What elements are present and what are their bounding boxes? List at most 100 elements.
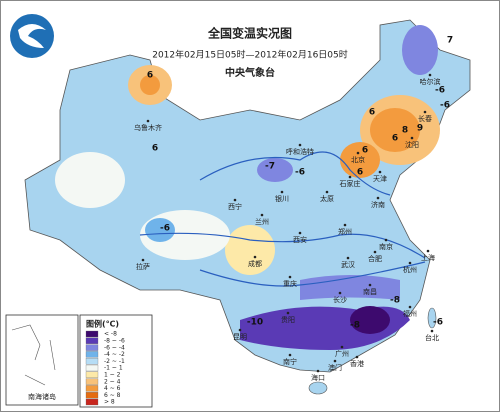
value-label: -7 (265, 162, 275, 172)
city-dot (376, 196, 380, 200)
city-label: 合肥 (368, 254, 382, 263)
city-dot (298, 143, 302, 147)
value-label: -6 (433, 318, 443, 328)
city-label: 贵阳 (281, 315, 295, 324)
city-label: 南宁 (283, 357, 297, 366)
inset (5, 314, 79, 406)
subtitle: 2012年02月15日05时—2012年02月16日05时 (152, 49, 348, 61)
value-label: 9 (417, 124, 423, 134)
value-label: -6 (440, 101, 450, 111)
city-label: 福州 (403, 309, 417, 318)
title: 全国变温实况图 (207, 26, 292, 41)
city-label: 台北 (425, 333, 439, 342)
city-label: 成都 (248, 259, 262, 268)
city-label: 上海 (421, 253, 435, 262)
city-label: 南京 (379, 242, 393, 251)
value-label: 8 (402, 126, 408, 136)
city-label: 北京 (351, 155, 365, 164)
legend-label: -1 ~ 1 (104, 365, 123, 372)
city-dot (141, 258, 145, 262)
city-label: 呼和浩特 (286, 147, 314, 156)
legend-label: -4 ~ -2 (104, 351, 125, 358)
city-dot (233, 198, 237, 202)
city-dot (333, 359, 337, 363)
legend-swatch (85, 337, 99, 344)
city-dot (238, 328, 242, 332)
logo (10, 14, 54, 58)
city-dot (378, 170, 382, 174)
city-label: 广州 (335, 349, 349, 358)
legend-swatch (85, 344, 99, 351)
value-label: 7 (447, 36, 453, 46)
agency: 中央气象台 (225, 66, 275, 79)
city-dot (286, 311, 290, 315)
city-dot (288, 353, 292, 357)
legend-swatch (85, 398, 99, 406)
value-label: 6 (369, 108, 375, 118)
city-dot (298, 231, 302, 235)
city-label: 重庆 (283, 279, 297, 288)
city-label: 昆明 (233, 333, 247, 341)
city-label: 石家庄 (340, 179, 361, 188)
city-dot (340, 345, 344, 349)
city-dot (348, 175, 352, 179)
legend-label: -6 ~ -4 (104, 344, 125, 351)
city-label: 南昌 (363, 287, 377, 296)
city-label: 海口 (311, 373, 325, 382)
city-dot (430, 329, 434, 333)
legend-label: < -8 (104, 331, 117, 338)
city-dot (368, 283, 372, 287)
value-label: -6 (435, 86, 445, 96)
city-dot (426, 249, 430, 253)
city-dot (146, 119, 150, 123)
city-label: 郑州 (338, 228, 352, 236)
city-dot (288, 275, 292, 279)
city-label: 西宁 (228, 202, 242, 211)
city-label: 杭州 (403, 265, 417, 274)
legend-title: 图例(℃) (86, 319, 119, 329)
city-label: 银川 (275, 194, 289, 203)
legend-label: -2 ~ -1 (104, 358, 125, 365)
city-dot (410, 136, 414, 140)
legend-label: 1 ~ 2 (104, 372, 121, 379)
city-dot (373, 250, 377, 254)
city-label: 长春 (418, 114, 432, 123)
city-dot (316, 369, 320, 373)
city-dot (384, 238, 388, 242)
legend-label: > 8 (104, 399, 115, 406)
city-dot (343, 223, 347, 227)
value-label: 6 (362, 146, 368, 156)
legend-swatch (85, 358, 99, 365)
city-label: 济南 (371, 200, 385, 209)
city-label: 天津 (373, 175, 387, 183)
legend-swatch (85, 330, 99, 338)
city-dot (355, 355, 359, 359)
city-label: 西安 (293, 235, 307, 244)
legend-label: -8 ~ -6 (104, 338, 125, 345)
value-label: -6 (295, 168, 305, 178)
legend-label: 4 ~ 6 (104, 385, 121, 392)
city-label: 拉萨 (136, 262, 150, 271)
value-label: 6 (392, 134, 398, 144)
city-dot (356, 151, 360, 155)
china-map (24, 19, 471, 395)
city-label: 澳门 (328, 363, 342, 372)
city-label: 太原 (320, 194, 334, 203)
value-label: 6 (357, 168, 363, 178)
legend-label: 2 ~ 4 (104, 378, 121, 385)
city-dot (280, 190, 284, 194)
city-label: 哈尔滨 (420, 77, 441, 86)
city-dot (408, 261, 412, 265)
city-dot (408, 305, 412, 309)
legend-box (79, 314, 153, 408)
city-dot (428, 73, 432, 77)
value-label: -8 (350, 321, 360, 331)
value-label: -10 (247, 318, 263, 328)
city-dot (338, 291, 342, 295)
city-dot (346, 256, 350, 260)
value-label: 6 (147, 71, 153, 81)
value-label: -6 (160, 224, 170, 234)
city-dot (260, 213, 264, 217)
value-label: -8 (390, 296, 400, 306)
